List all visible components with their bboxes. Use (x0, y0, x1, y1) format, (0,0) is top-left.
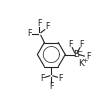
Text: F: F (45, 22, 50, 31)
Text: B: B (72, 50, 78, 59)
Text: F: F (79, 40, 83, 49)
Text: F: F (58, 74, 62, 83)
Text: +: + (81, 58, 87, 64)
Text: F: F (37, 19, 41, 28)
Text: K: K (77, 59, 83, 68)
Text: F: F (68, 40, 72, 49)
Text: −: − (76, 49, 81, 54)
Text: F: F (39, 74, 44, 83)
Text: F: F (85, 52, 90, 61)
Text: F: F (27, 29, 31, 38)
Text: F: F (49, 82, 53, 91)
